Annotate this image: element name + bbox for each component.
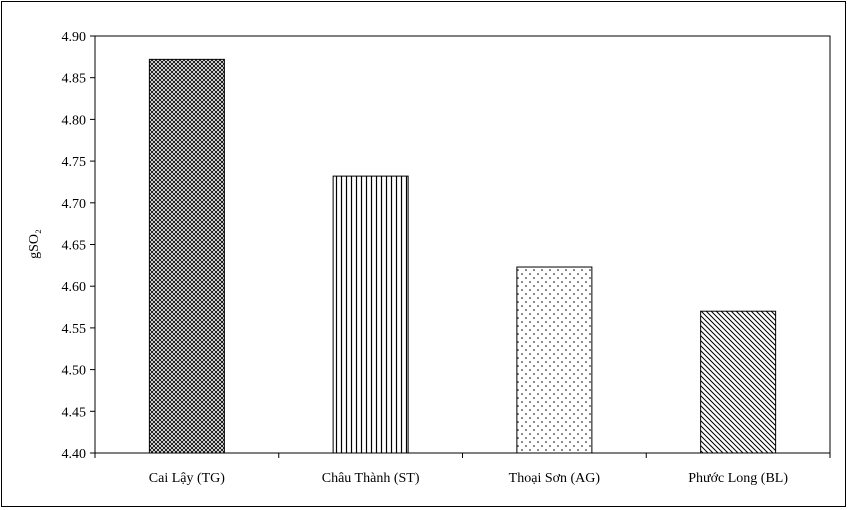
bar bbox=[148, 58, 225, 454]
y-tick-label: 4.65 bbox=[62, 239, 87, 254]
x-category-label: Cai Lậy (TG) bbox=[149, 471, 226, 486]
bar bbox=[700, 310, 777, 454]
y-axis-label: gSO₂ bbox=[27, 229, 42, 259]
y-tick-label: 4.50 bbox=[62, 364, 87, 379]
y-tick-label: 4.70 bbox=[62, 197, 87, 212]
x-category-label: Thoại Sơn (AG) bbox=[509, 471, 601, 486]
y-tick-label: 4.90 bbox=[62, 30, 87, 45]
x-category-label: Phước Long (BL) bbox=[688, 471, 788, 486]
y-tick-label: 4.60 bbox=[62, 280, 87, 295]
x-category-label: Châu Thành (ST) bbox=[322, 471, 420, 486]
bar bbox=[332, 175, 409, 454]
y-tick-label: 4.55 bbox=[62, 322, 87, 337]
y-tick-label: 4.40 bbox=[62, 447, 87, 462]
y-tick-label: 4.75 bbox=[62, 155, 87, 170]
y-tick-label: 4.45 bbox=[62, 405, 87, 420]
bar bbox=[516, 266, 593, 454]
y-tick-label: 4.85 bbox=[62, 72, 87, 87]
y-tick-label: 4.80 bbox=[62, 113, 87, 128]
